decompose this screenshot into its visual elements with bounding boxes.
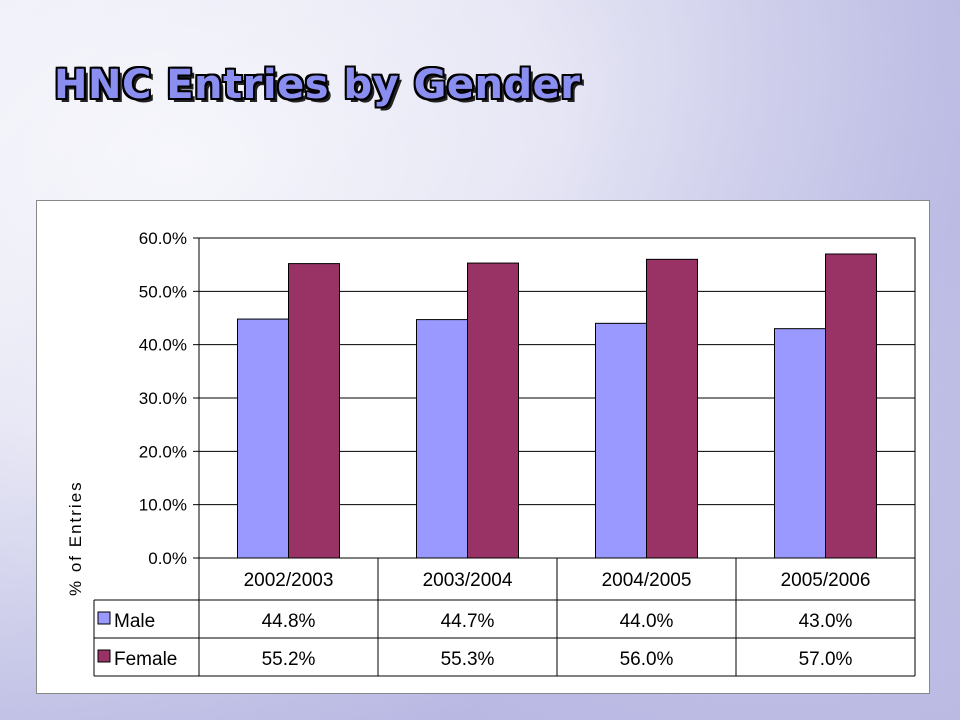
y-tick-label: 20.0%	[139, 442, 187, 461]
y-tick-label: 50.0%	[139, 282, 187, 301]
x-tick-label: 2004/2005	[602, 570, 692, 591]
bar-male	[774, 328, 826, 559]
bar-female	[646, 258, 698, 559]
legend-label-female: Female	[114, 649, 177, 670]
bar-chart: 0.0% 10.0% 20.0% 30.0% 40.0% 50.0% 60.0% 2002/…	[66, 229, 916, 677]
data-label-male: 44.7%	[441, 611, 495, 632]
data-table: 2002/2003 2003/2004 2004/2005 2005/2006 Male…	[93, 557, 916, 677]
bar-female	[825, 253, 877, 559]
data-label-female: 55.2%	[262, 649, 316, 670]
bar-male	[237, 318, 289, 559]
y-tick-labels: 0.0% 10.0% 20.0% 30.0% 40.0% 50.0% 60.0%	[139, 229, 187, 568]
legend-swatch-female	[97, 649, 111, 663]
y-tick-label: 0.0%	[148, 549, 187, 568]
data-label-female: 57.0%	[799, 649, 853, 670]
bar-female	[288, 263, 340, 559]
bar-female	[467, 262, 519, 559]
y-tick-label: 30.0%	[139, 389, 187, 408]
bar-male	[416, 319, 468, 559]
y-axis-label: % of Entries	[66, 480, 85, 596]
data-label-male: 44.0%	[620, 611, 674, 632]
legend-swatch-male	[97, 611, 111, 625]
bar-male	[595, 322, 647, 559]
x-tick-label: 2005/2006	[781, 570, 871, 591]
data-label-male: 44.8%	[262, 611, 316, 632]
bars	[237, 253, 877, 559]
y-tick-label: 60.0%	[139, 229, 187, 248]
x-tick-label: 2002/2003	[244, 570, 334, 591]
y-tick-label: 10.0%	[139, 496, 187, 515]
y-tick-label: 40.0%	[139, 336, 187, 355]
data-label-female: 55.3%	[441, 649, 495, 670]
chart-frame: 0.0% 10.0% 20.0% 30.0% 40.0% 50.0% 60.0% 2002/…	[36, 200, 930, 694]
slide-title: HNC Entries by Gender	[54, 62, 581, 108]
legend-label-male: Male	[114, 611, 155, 632]
data-label-female: 56.0%	[620, 649, 674, 670]
data-label-male: 43.0%	[799, 611, 853, 632]
x-tick-label: 2003/2004	[423, 570, 513, 591]
